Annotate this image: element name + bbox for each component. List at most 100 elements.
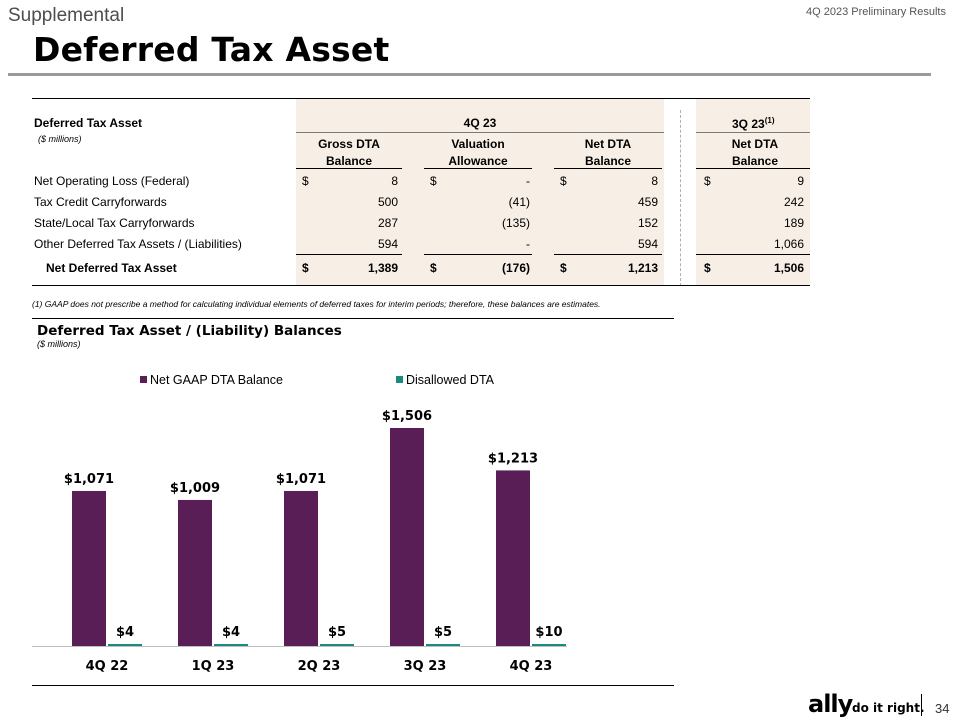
chart-subtitle: ($ millions) (37, 339, 81, 349)
chart-top-rule (32, 318, 674, 319)
footnote-marker: (1) (764, 116, 775, 125)
bar-disallowed-dta (320, 644, 354, 646)
cell-value: 152 (637, 216, 658, 230)
group-header-3q23: 3Q 23(1) (732, 116, 774, 131)
bar-net-gaap-dta (390, 428, 424, 646)
bar-net-gaap-dta (178, 499, 212, 646)
cell-value: 189 (783, 216, 804, 230)
col-header-line: Allowance (448, 154, 508, 168)
legend-entry: Disallowed DTA (406, 373, 495, 387)
data-label-disallowed: $4 (222, 625, 240, 640)
cell-value: 242 (783, 195, 804, 209)
data-label-net-gaap: $1,071 (276, 472, 326, 487)
col-header-valuation: Valuation Allowance (424, 136, 532, 170)
col-header-net: Net DTA Balance (554, 136, 662, 170)
legend-entry: Net GAAP DTA Balance (150, 373, 283, 387)
col-header-line: Balance (584, 154, 632, 168)
data-label-net-gaap: $1,506 (382, 409, 432, 424)
chart-title: Deferred Tax Asset / (Liability) Balance… (37, 323, 342, 339)
page-title: Deferred Tax Asset (33, 30, 390, 69)
period-divider (680, 110, 681, 286)
table-top-rule (32, 98, 810, 99)
dta-balance-chart: Net GAAP DTA Balance Disallowed DTA $1,071… (32, 373, 567, 674)
bar-disallowed-dta (532, 644, 566, 646)
data-label-disallowed: $10 (535, 625, 562, 640)
title-rule (8, 73, 931, 76)
bar-disallowed-dta (426, 644, 460, 646)
cell-value: 1,506 (773, 261, 804, 275)
tagline: do it right. (852, 701, 925, 715)
dollar-sign: $ (704, 174, 711, 188)
x-tick-label: 4Q 23 (510, 659, 553, 674)
cell-value: - (526, 174, 530, 188)
subtotal-rule (424, 254, 532, 255)
bar-disallowed-dta (214, 644, 248, 646)
bar-net-gaap-dta (496, 470, 530, 646)
cell-value: 8 (651, 174, 658, 188)
col-header-line: Valuation (451, 137, 505, 151)
cell-value: - (526, 237, 530, 251)
col-header-line: Balance (731, 154, 779, 168)
cell-value: 9 (797, 174, 804, 188)
row-label: Tax Credit Carryforwards (34, 195, 167, 209)
table-units: ($ millions) (38, 134, 82, 144)
data-label-disallowed: $4 (116, 625, 134, 640)
col-header-line: Net DTA (584, 137, 632, 151)
bar-net-gaap-dta (284, 490, 318, 646)
table-bottom-rule (32, 285, 810, 286)
dollar-sign: $ (430, 174, 437, 188)
dollar-sign: $ (430, 261, 437, 275)
dollar-sign: $ (560, 261, 567, 275)
cell-value: 594 (637, 237, 658, 251)
col-header-line: Gross DTA (318, 137, 380, 151)
col-header-net-3q: Net DTA Balance (702, 136, 808, 170)
footnote: (1) GAAP does not prescribe a method for… (32, 299, 601, 309)
row-label: Net Operating Loss (Federal) (34, 174, 190, 188)
col-rule (554, 168, 662, 169)
data-label-net-gaap: $1,213 (488, 451, 538, 466)
total-label: Net Deferred Tax Asset (46, 261, 177, 275)
data-label-disallowed: $5 (434, 625, 452, 640)
page-number: 34 (935, 701, 950, 716)
cell-value: 459 (637, 195, 658, 209)
row-label: State/Local Tax Carryforwards (34, 216, 195, 230)
legend-swatch (396, 376, 403, 383)
x-tick-label: 2Q 23 (298, 659, 341, 674)
col-header-line: Balance (325, 154, 373, 168)
col-header-line: Net DTA (731, 137, 779, 151)
row-label: Other Deferred Tax Assets / (Liabilities… (34, 237, 242, 251)
cell-value: 1,389 (367, 261, 398, 275)
cell-value: (176) (501, 261, 530, 275)
chart-bottom-rule (32, 685, 674, 686)
group-header-4q23: 4Q 23 (463, 116, 497, 130)
col-rule (296, 168, 402, 169)
footer-separator (921, 694, 922, 716)
col-header-gross: Gross DTA Balance (296, 136, 402, 170)
cell-value: 594 (377, 237, 398, 251)
cell-value: 8 (391, 174, 398, 188)
x-tick-label: 1Q 23 (192, 659, 235, 674)
subtotal-rule (296, 254, 402, 255)
cell-value: 287 (377, 216, 398, 230)
ally-logo: ally (808, 690, 853, 718)
report-label: 4Q 2023 Preliminary Results (805, 6, 946, 18)
dollar-sign: $ (704, 261, 711, 275)
col-rule (424, 168, 532, 169)
group-3q-label: 3Q 23 (732, 117, 765, 131)
data-label-net-gaap: $1,071 (64, 472, 114, 487)
group-rule-4q23 (296, 132, 664, 133)
cell-value: 1,213 (627, 261, 658, 275)
data-label-net-gaap: $1,009 (170, 481, 220, 496)
subtotal-rule (696, 254, 810, 255)
col-rule (696, 168, 810, 169)
dollar-sign: $ (302, 174, 309, 188)
data-label-disallowed: $5 (328, 625, 346, 640)
x-tick-label: 4Q 22 (86, 659, 129, 674)
subtotal-rule (554, 254, 662, 255)
cell-value: (135) (501, 216, 530, 230)
cell-value: 1,066 (773, 237, 804, 251)
cell-value: (41) (508, 195, 530, 209)
table-title: Deferred Tax Asset (34, 116, 143, 130)
group-rule-3q23 (696, 132, 810, 133)
dollar-sign: $ (560, 174, 567, 188)
